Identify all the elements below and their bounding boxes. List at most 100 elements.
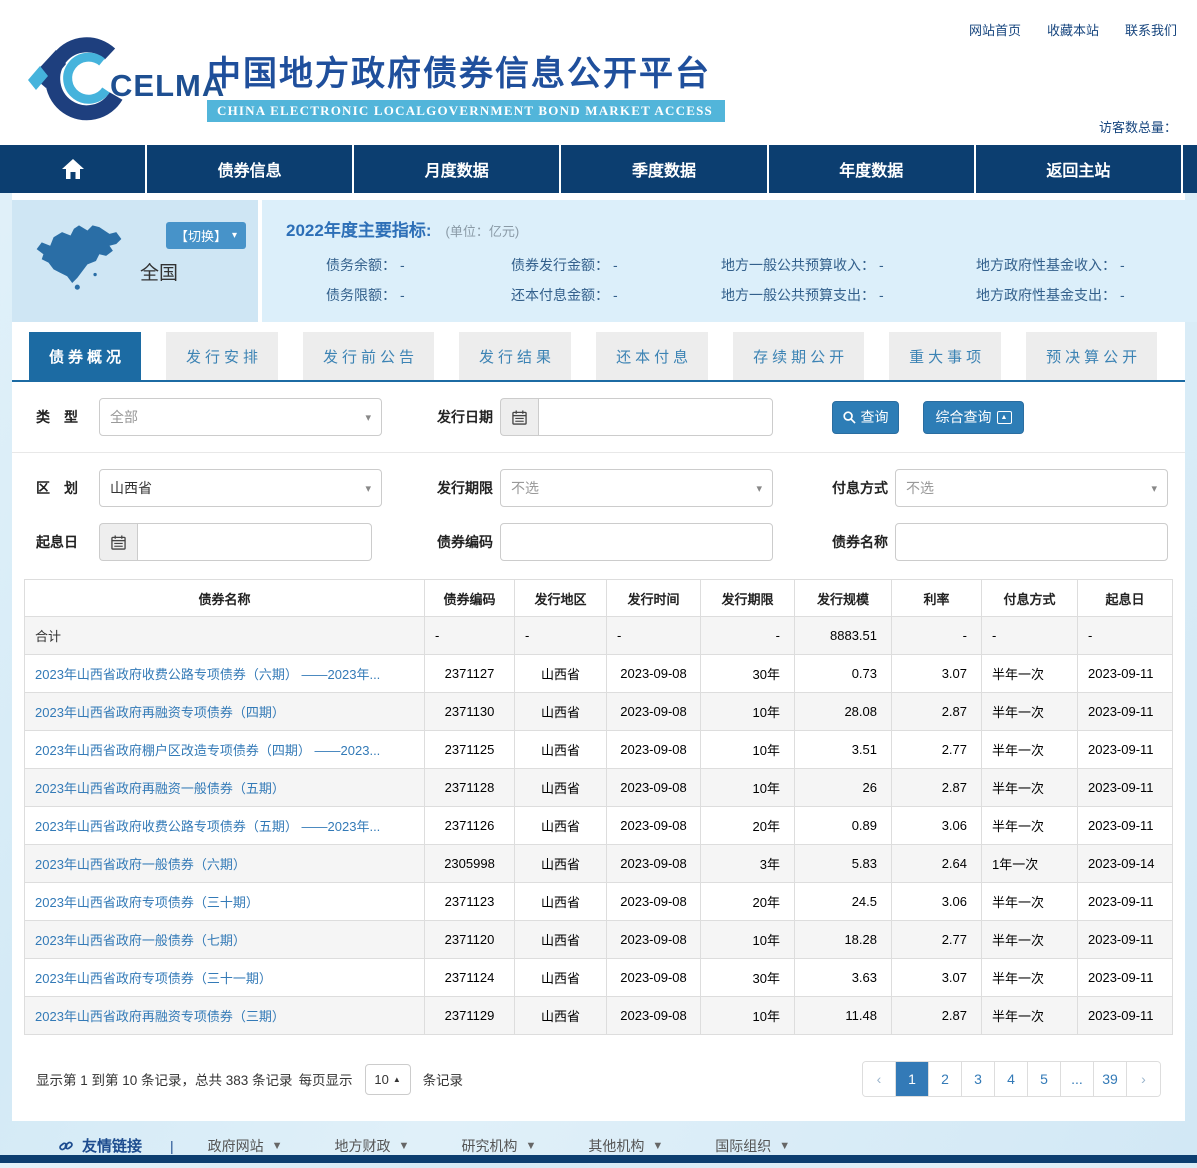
tab-repayment[interactable]: 还本付息 <box>596 332 709 380</box>
bond-name-filter-label: 债券名称 <box>832 534 888 550</box>
page-button-39[interactable]: 39 <box>1094 1062 1127 1096</box>
caret-up-icon: ▲ <box>392 1074 401 1084</box>
col-issue-time: 发行时间 <box>606 579 701 617</box>
bond-name-link[interactable]: 2023年山西省政府再融资专项债券（三期） <box>35 1009 285 1024</box>
triangle-down-icon: ▼ <box>779 1139 791 1152</box>
search-icon <box>842 410 856 424</box>
pagination-info: 显示第 1 到第 10 条记录，总共 383 条记录 每页显示 10 ▲ 条记录 <box>36 1063 463 1095</box>
indicator-public-budget-expense: 地方一般公共预算支出： - <box>721 287 884 303</box>
bond-name-input[interactable] <box>895 523 1168 561</box>
indicators-panel: 2022年度主要指标: (单位：亿元) 债务余额： - 债券发行金额： - 地方一般… <box>262 200 1197 322</box>
bond-code-input[interactable] <box>500 523 773 561</box>
page-prev-button[interactable]: ‹ <box>863 1062 896 1096</box>
footer-cat-research[interactable]: 研究机构 ▼ <box>461 1137 537 1154</box>
nav-end-cell <box>1183 145 1197 193</box>
region-switch-button[interactable]: 【切换】 ▾ <box>165 222 246 249</box>
nav-home-button[interactable] <box>0 145 145 193</box>
nav-item-annual-data[interactable]: 年度数据 <box>768 145 974 193</box>
nav-item-monthly-data[interactable]: 月度数据 <box>354 145 560 193</box>
bond-table: 债券名称 债券编码 发行地区 发行时间 发行期限 发行规模 利率 付息方式 起息… <box>24 579 1173 1035</box>
filter-row-1: 类 型 全部 ▾ 发行日期 查询 综合查询 ▲ <box>12 382 1185 453</box>
visitor-counter-label: 访客数总量： <box>1098 120 1177 135</box>
issue-date-input[interactable] <box>538 398 773 436</box>
page-button-4[interactable]: 4 <box>995 1062 1028 1096</box>
per-page-select[interactable]: 10 ▲ <box>364 1063 411 1095</box>
start-date-input[interactable] <box>137 523 372 561</box>
col-issue-scale: 发行规模 <box>794 579 892 617</box>
col-issue-region: 发行地区 <box>514 579 607 617</box>
page-button-5[interactable]: 5 <box>1028 1062 1061 1096</box>
top-links: 网站首页 收藏本站 联系我们 <box>969 20 1177 39</box>
indicators-grid: 债务余额： - 债券发行金额： - 地方一般公共预算收入： - 地方政府性基金收入： -… <box>286 255 1197 305</box>
advanced-search-button[interactable]: 综合查询 ▲ <box>923 400 1024 434</box>
search-button[interactable]: 查询 <box>832 400 899 434</box>
tab-issue-schedule[interactable]: 发行安排 <box>166 332 279 380</box>
bond-name-link[interactable]: 2023年山西省政府专项债券（三十一期） <box>35 971 272 986</box>
indicator-public-budget-income: 地方一般公共预算收入： - <box>721 257 884 273</box>
caret-down-icon: ▾ <box>231 230 237 241</box>
region-panel: 【切换】 ▾ 全国 <box>12 200 258 322</box>
site-subtitle: CHINA ELECTRONIC LOCALGOVERNMENT BOND MA… <box>207 100 725 122</box>
section-tabs: 债券概况 发行安排 发行前公告 发行结果 还本付息 存续期公开 重大事项 预决算… <box>12 322 1185 382</box>
page-button-3[interactable]: 3 <box>962 1062 995 1096</box>
link-site-home[interactable]: 网站首页 <box>968 23 1021 38</box>
bond-name-link[interactable]: 2023年山西省政府专项债券（三十期） <box>35 895 259 910</box>
bond-name-link[interactable]: 2023年山西省政府一般债券（六期） <box>35 857 246 872</box>
nav-item-quarterly-data[interactable]: 季度数据 <box>561 145 767 193</box>
col-bond-name: 债券名称 <box>24 579 425 617</box>
col-rate: 利率 <box>891 579 982 617</box>
footer-categories: 政府网站 ▼ 地方财政 ▼ 研究机构 ▼ 其他机构 ▼ 国际组织 ▼ <box>208 1136 790 1156</box>
caret-down-icon: ▾ <box>756 482 762 495</box>
tab-major-events[interactable]: 重大事项 <box>889 332 1002 380</box>
calendar-icon[interactable] <box>99 523 137 561</box>
footer-cat-intl-orgs[interactable]: 国际组织 ▼ <box>715 1137 791 1154</box>
type-select[interactable]: 全部 ▾ <box>99 398 382 436</box>
pay-method-select[interactable]: 不选 ▾ <box>895 469 1168 507</box>
bond-name-link[interactable]: 2023年山西省政府收费公路专项债券（六期） ——2023年... <box>35 667 381 682</box>
table-row: 2023年山西省政府再融资专项债券（三期） 2371129 山西省 2023-0… <box>24 996 1173 1035</box>
term-select[interactable]: 不选 ▾ <box>500 469 773 507</box>
col-start-date: 起息日 <box>1077 579 1173 617</box>
indicator-debt-limit: 债务限额： - <box>326 287 405 303</box>
region-switch-label: 【切换】 <box>174 229 227 244</box>
caret-down-icon: ▾ <box>365 482 371 495</box>
tab-bond-overview[interactable]: 债券概况 <box>29 332 142 380</box>
bond-name-link[interactable]: 2023年山西省政府棚户区改造专项债券（四期） ——2023... <box>35 743 381 758</box>
type-filter-label: 类 型 <box>36 409 78 425</box>
content-card: 【切换】 ▾ 全国 2022年度主要指标: (单位：亿元) 债务余额： - 债券发… <box>12 193 1197 1121</box>
tab-pre-issue-notice[interactable]: 发行前公告 <box>303 332 435 380</box>
footer-cat-local-finance[interactable]: 地方财政 ▼ <box>334 1137 410 1154</box>
summary-row: 合计 - - - - 8883.51 - - - <box>24 616 1173 655</box>
nav-item-back-to-main[interactable]: 返回主站 <box>975 145 1182 193</box>
pager: ‹ 1 2 3 4 5 ... 39 › <box>862 1061 1161 1097</box>
filter-row-3: 起息日 债券编码 债券名称 <box>12 507 1185 575</box>
selected-region-name: 全国 <box>140 263 179 284</box>
table-row: 2023年山西省政府再融资专项债券（四期） 2371130 山西省 2023-0… <box>24 692 1173 731</box>
col-bond-code: 债券编码 <box>424 579 515 617</box>
page-next-button[interactable]: › <box>1127 1062 1160 1096</box>
region-select[interactable]: 山西省 ▾ <box>99 469 382 507</box>
indicators-unit-label: (单位：亿元) <box>445 224 520 239</box>
calendar-icon[interactable] <box>500 398 538 436</box>
logo-text: CELMA <box>110 68 226 103</box>
link-chain-icon <box>59 1141 73 1150</box>
expand-icon: ▲ <box>996 410 1012 424</box>
bond-name-link[interactable]: 2023年山西省政府一般债券（七期） <box>35 933 246 948</box>
page-button-2[interactable]: 2 <box>929 1062 962 1096</box>
link-contact-us[interactable]: 联系我们 <box>1124 23 1177 38</box>
page-button-1[interactable]: 1 <box>896 1062 929 1096</box>
nav-item-bond-info[interactable]: 债券信息 <box>147 145 353 193</box>
bond-name-link[interactable]: 2023年山西省政府再融资一般债券（五期） <box>35 781 285 796</box>
bond-code-filter-label: 债券编码 <box>437 534 493 550</box>
bond-name-link[interactable]: 2023年山西省政府收费公路专项债券（五期） ——2023年... <box>35 819 381 834</box>
footer: 友情链接 | 政府网站 ▼ 地方财政 ▼ 研究机构 ▼ 其他机构 ▼ 国际组织 ▼ <box>0 1121 1197 1168</box>
footer-cat-gov-sites[interactable]: 政府网站 ▼ <box>207 1137 283 1154</box>
tab-duration-disclosure[interactable]: 存续期公开 <box>733 332 865 380</box>
tab-budget-disclosure[interactable]: 预决算公开 <box>1026 332 1158 380</box>
start-date-filter-label: 起息日 <box>36 534 78 550</box>
footer-cat-other-orgs[interactable]: 其他机构 ▼ <box>588 1137 664 1154</box>
link-bookmark[interactable]: 收藏本站 <box>1046 23 1099 38</box>
indicator-debt-balance: 债务余额： - <box>326 257 405 273</box>
tab-issue-result[interactable]: 发行结果 <box>459 332 572 380</box>
bond-name-link[interactable]: 2023年山西省政府再融资专项债券（四期） <box>35 705 285 720</box>
